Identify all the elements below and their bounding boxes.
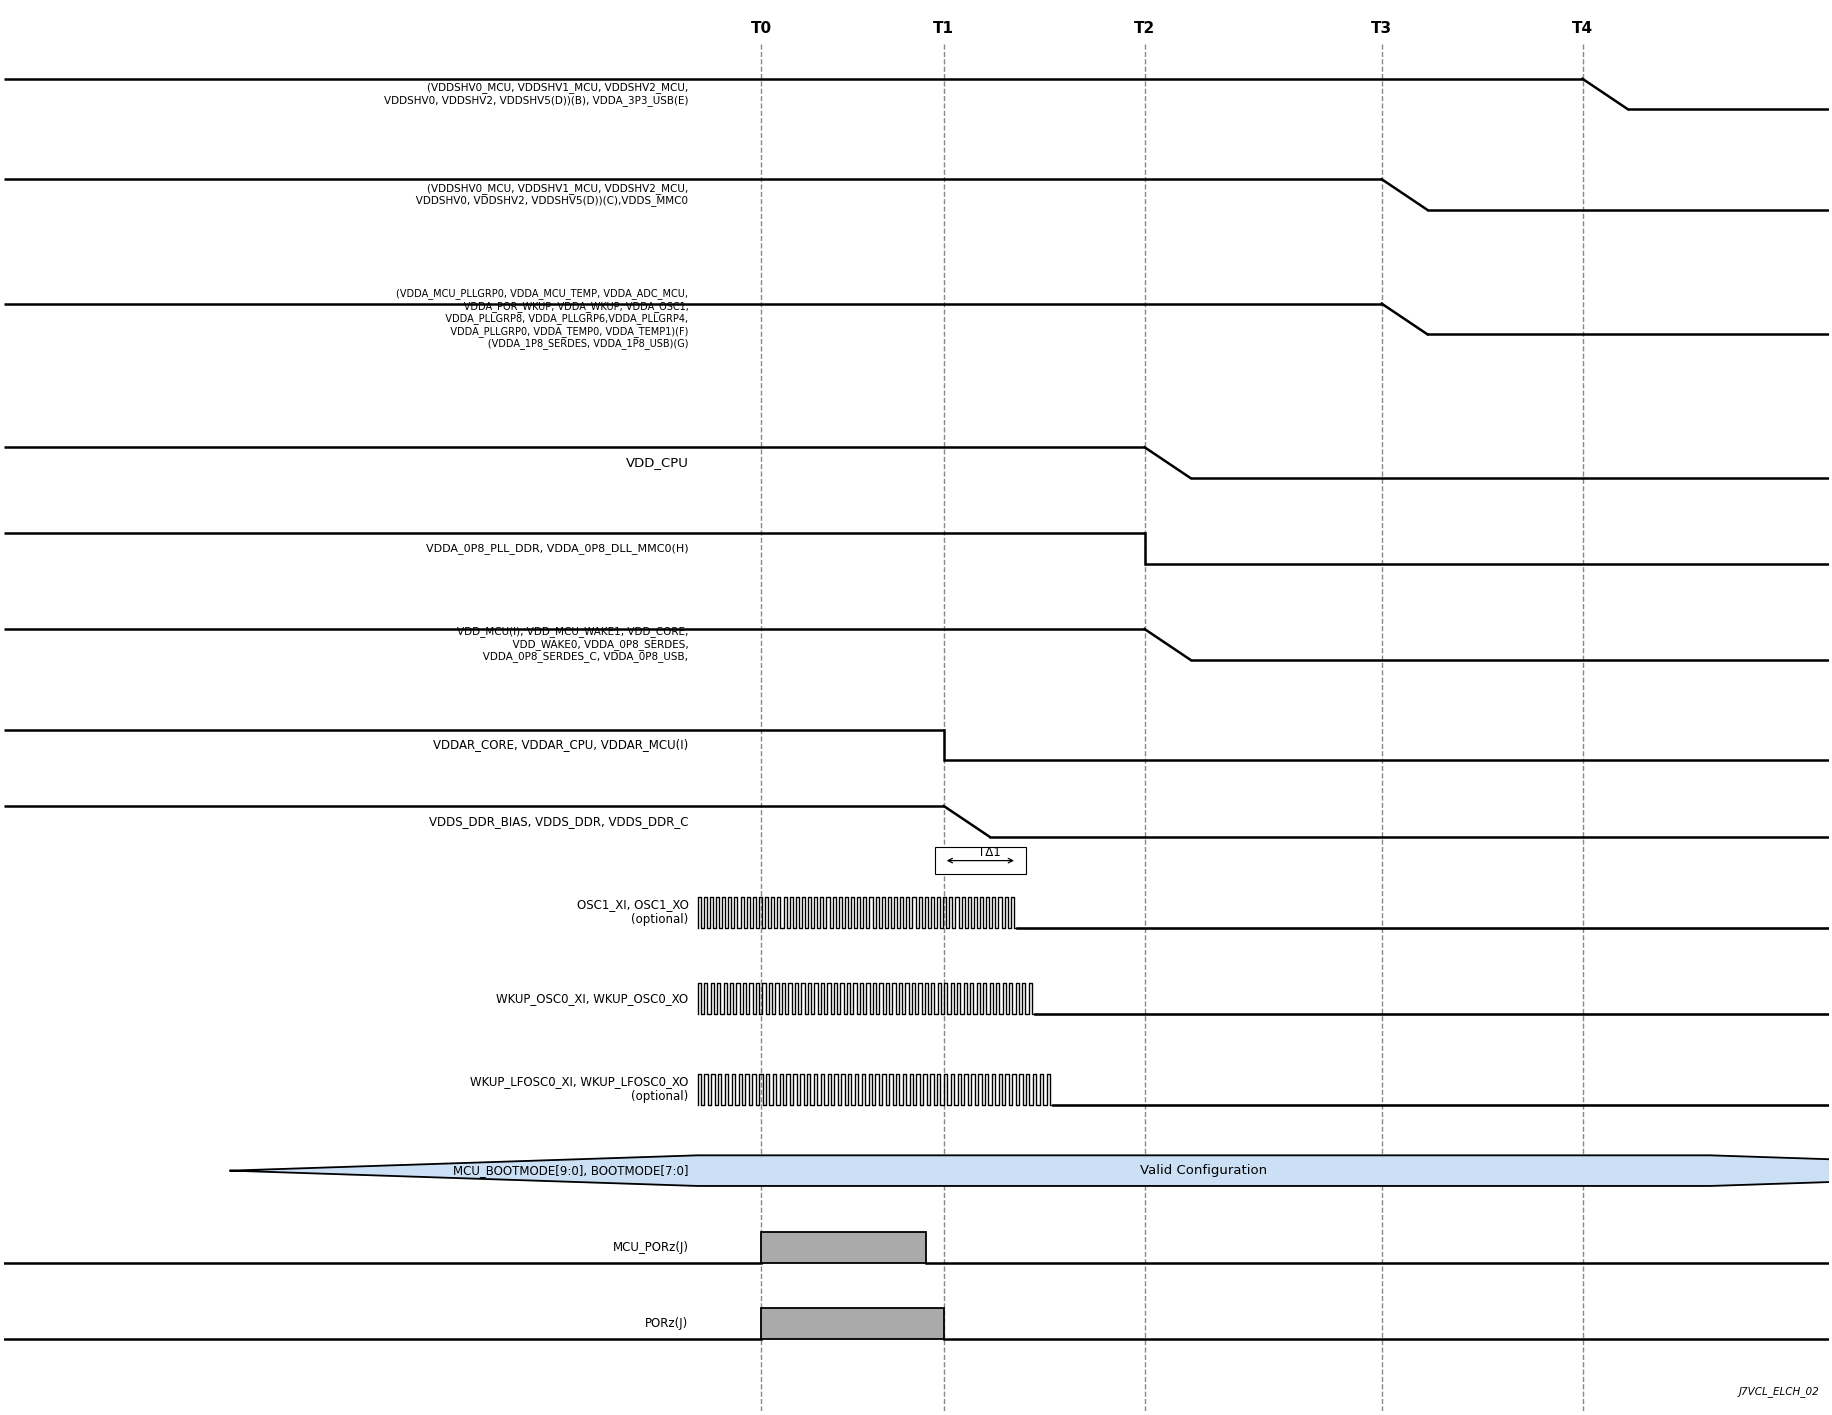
Polygon shape bbox=[231, 1155, 1832, 1186]
Text: TΔ1: TΔ1 bbox=[978, 846, 1000, 859]
Text: VDDAR_CORE, VDDAR_CPU, VDDAR_MCU(I): VDDAR_CORE, VDDAR_CPU, VDDAR_MCU(I) bbox=[432, 739, 689, 751]
Text: T3: T3 bbox=[1370, 21, 1392, 35]
Text: VDDS_DDR_BIAS, VDDS_DDR, VDDS_DDR_C: VDDS_DDR_BIAS, VDDS_DDR, VDDS_DDR_C bbox=[429, 815, 689, 828]
Text: VDDA_0P8_PLL_DDR, VDDA_0P8_DLL_MMC0(H): VDDA_0P8_PLL_DDR, VDDA_0P8_DLL_MMC0(H) bbox=[425, 543, 689, 555]
Text: WKUP_LFOSC0_XI, WKUP_LFOSC0_XO
(optional): WKUP_LFOSC0_XI, WKUP_LFOSC0_XO (optional… bbox=[469, 1075, 689, 1104]
Text: J7VCL_ELCH_02: J7VCL_ELCH_02 bbox=[1739, 1385, 1819, 1397]
Text: MCU_PORz(J): MCU_PORz(J) bbox=[612, 1241, 689, 1254]
Text: (VDDSHV0_MCU, VDDSHV1_MCU, VDDSHV2_MCU,
VDDSHV0, VDDSHV2, VDDSHV5(D))(B), VDDA_3: (VDDSHV0_MCU, VDDSHV1_MCU, VDDSHV2_MCU, … bbox=[383, 82, 689, 106]
Text: T1: T1 bbox=[932, 21, 954, 35]
Bar bbox=[760, 1232, 925, 1262]
Text: VDD_MCU(I), VDD_MCU_WAKE1, VDD_CORE,
      VDD_WAKE0, VDDA_0P8_SERDES,
   VDDA_0: VDD_MCU(I), VDD_MCU_WAKE1, VDD_CORE, VDD… bbox=[456, 627, 689, 662]
Text: T4: T4 bbox=[1572, 21, 1592, 35]
Text: WKUP_OSC0_XI, WKUP_OSC0_XO: WKUP_OSC0_XI, WKUP_OSC0_XO bbox=[496, 992, 689, 1005]
Text: (VDDSHV0_MCU, VDDSHV1_MCU, VDDSHV2_MCU,
   VDDSHV0, VDDSHV2, VDDSHV5(D))(C),VDDS: (VDDSHV0_MCU, VDDSHV1_MCU, VDDSHV2_MCU, … bbox=[407, 183, 689, 207]
Text: VDD_CPU: VDD_CPU bbox=[625, 456, 689, 468]
Text: T0: T0 bbox=[751, 21, 771, 35]
Text: OSC1_XI, OSC1_XO
(optional): OSC1_XI, OSC1_XO (optional) bbox=[577, 899, 689, 927]
FancyBboxPatch shape bbox=[934, 846, 1026, 874]
Text: T2: T2 bbox=[1134, 21, 1154, 35]
Text: (VDDA_MCU_PLLGRP0, VDDA_MCU_TEMP, VDDA_ADC_MCU,
      VDDA_POR_WKUP, VDDA_WKUP, : (VDDA_MCU_PLLGRP0, VDDA_MCU_TEMP, VDDA_A… bbox=[396, 289, 689, 350]
Text: PORz(J): PORz(J) bbox=[645, 1317, 689, 1330]
Text: MCU_BOOTMODE[9:0], BOOTMODE[7:0]: MCU_BOOTMODE[9:0], BOOTMODE[7:0] bbox=[453, 1165, 689, 1177]
Text: Valid Configuration: Valid Configuration bbox=[1140, 1165, 1266, 1177]
Bar bbox=[760, 1309, 943, 1339]
